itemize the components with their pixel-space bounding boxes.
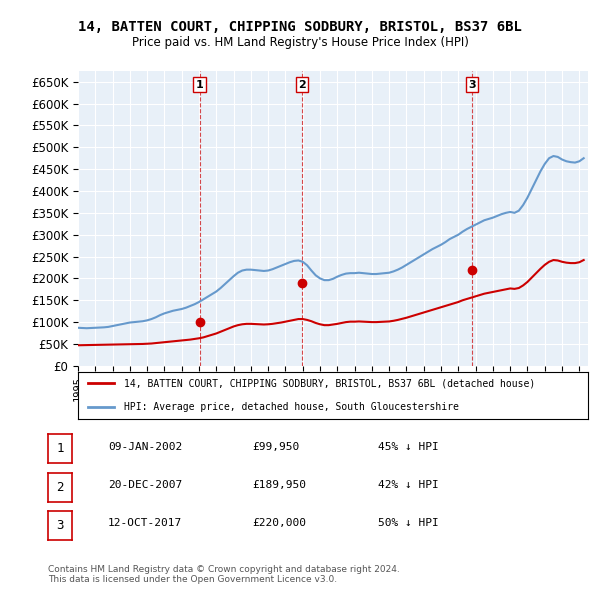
Text: 1: 1 (196, 80, 203, 90)
Text: 45% ↓ HPI: 45% ↓ HPI (378, 442, 439, 452)
Text: £220,000: £220,000 (252, 519, 306, 529)
Text: 14, BATTEN COURT, CHIPPING SODBURY, BRISTOL, BS37 6BL (detached house): 14, BATTEN COURT, CHIPPING SODBURY, BRIS… (124, 379, 535, 388)
Text: 1: 1 (56, 442, 64, 455)
Text: Contains HM Land Registry data © Crown copyright and database right 2024.
This d: Contains HM Land Registry data © Crown c… (48, 565, 400, 584)
Text: 2: 2 (298, 80, 306, 90)
Text: 2: 2 (56, 481, 64, 494)
Text: 50% ↓ HPI: 50% ↓ HPI (378, 519, 439, 529)
Text: £99,950: £99,950 (252, 442, 299, 452)
Text: 3: 3 (56, 519, 64, 532)
Text: HPI: Average price, detached house, South Gloucestershire: HPI: Average price, detached house, Sout… (124, 402, 459, 412)
Text: 14, BATTEN COURT, CHIPPING SODBURY, BRISTOL, BS37 6BL: 14, BATTEN COURT, CHIPPING SODBURY, BRIS… (78, 19, 522, 34)
Text: 09-JAN-2002: 09-JAN-2002 (108, 442, 182, 452)
Text: 42% ↓ HPI: 42% ↓ HPI (378, 480, 439, 490)
Text: Price paid vs. HM Land Registry's House Price Index (HPI): Price paid vs. HM Land Registry's House … (131, 36, 469, 49)
Text: 20-DEC-2007: 20-DEC-2007 (108, 480, 182, 490)
Text: 3: 3 (468, 80, 476, 90)
Text: 12-OCT-2017: 12-OCT-2017 (108, 519, 182, 529)
Text: £189,950: £189,950 (252, 480, 306, 490)
